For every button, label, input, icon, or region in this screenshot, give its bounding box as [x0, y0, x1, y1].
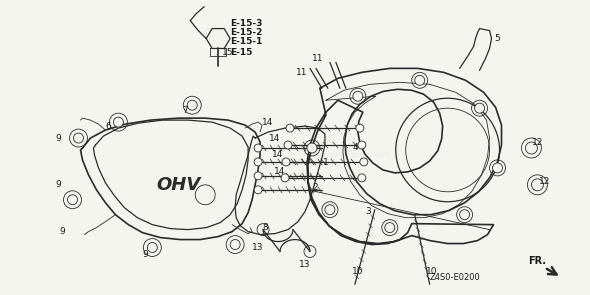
Circle shape — [284, 141, 292, 149]
Text: E-15-2: E-15-2 — [230, 28, 263, 37]
Circle shape — [307, 143, 317, 153]
Text: 2: 2 — [312, 183, 318, 192]
Text: 1: 1 — [323, 158, 329, 168]
Text: E-15-1: E-15-1 — [230, 37, 263, 46]
Text: E-15-3: E-15-3 — [230, 19, 263, 27]
Text: 5: 5 — [494, 34, 500, 43]
Circle shape — [493, 163, 503, 173]
Text: 8: 8 — [262, 223, 268, 232]
Text: 11: 11 — [312, 54, 324, 63]
Circle shape — [254, 172, 262, 180]
Text: 12: 12 — [539, 177, 550, 186]
Circle shape — [474, 103, 484, 113]
Circle shape — [67, 195, 77, 205]
Text: 12: 12 — [532, 137, 543, 147]
Circle shape — [460, 210, 470, 220]
Circle shape — [74, 133, 84, 143]
Text: 6: 6 — [106, 122, 112, 131]
Circle shape — [148, 242, 158, 253]
Circle shape — [325, 205, 335, 215]
Circle shape — [358, 174, 366, 182]
Circle shape — [385, 223, 395, 232]
Text: 3: 3 — [365, 207, 371, 216]
Circle shape — [353, 91, 363, 101]
Text: 14: 14 — [263, 118, 274, 127]
Circle shape — [113, 117, 123, 127]
Text: 15: 15 — [222, 48, 234, 57]
Text: 7: 7 — [182, 106, 188, 115]
Text: OHV: OHV — [156, 176, 201, 194]
Text: 4: 4 — [353, 143, 359, 153]
Circle shape — [254, 186, 262, 194]
Text: 9: 9 — [60, 227, 65, 236]
Text: 9: 9 — [55, 134, 61, 142]
Text: 14: 14 — [273, 150, 284, 160]
Text: 9: 9 — [55, 180, 61, 189]
Text: 13: 13 — [253, 243, 264, 252]
Text: FR.: FR. — [529, 256, 546, 266]
Circle shape — [286, 124, 294, 132]
Circle shape — [282, 158, 290, 166]
Text: 14: 14 — [274, 167, 286, 176]
Circle shape — [254, 158, 262, 166]
Circle shape — [358, 141, 366, 149]
Circle shape — [254, 144, 262, 152]
Text: 14: 14 — [270, 134, 281, 142]
Text: 10: 10 — [352, 267, 363, 276]
Circle shape — [356, 124, 364, 132]
Circle shape — [230, 240, 240, 250]
Text: replacementparts.com: replacementparts.com — [310, 152, 389, 158]
Text: E-15: E-15 — [230, 47, 253, 57]
Circle shape — [281, 174, 289, 182]
Circle shape — [532, 179, 543, 191]
Circle shape — [360, 158, 368, 166]
Text: 11: 11 — [296, 68, 308, 77]
Text: Z4S0-E0200: Z4S0-E0200 — [430, 273, 480, 282]
Text: 13: 13 — [299, 260, 311, 269]
Text: 10: 10 — [426, 267, 437, 276]
Circle shape — [526, 142, 537, 154]
Text: 9: 9 — [142, 250, 148, 259]
Circle shape — [415, 75, 425, 85]
Circle shape — [187, 100, 197, 110]
